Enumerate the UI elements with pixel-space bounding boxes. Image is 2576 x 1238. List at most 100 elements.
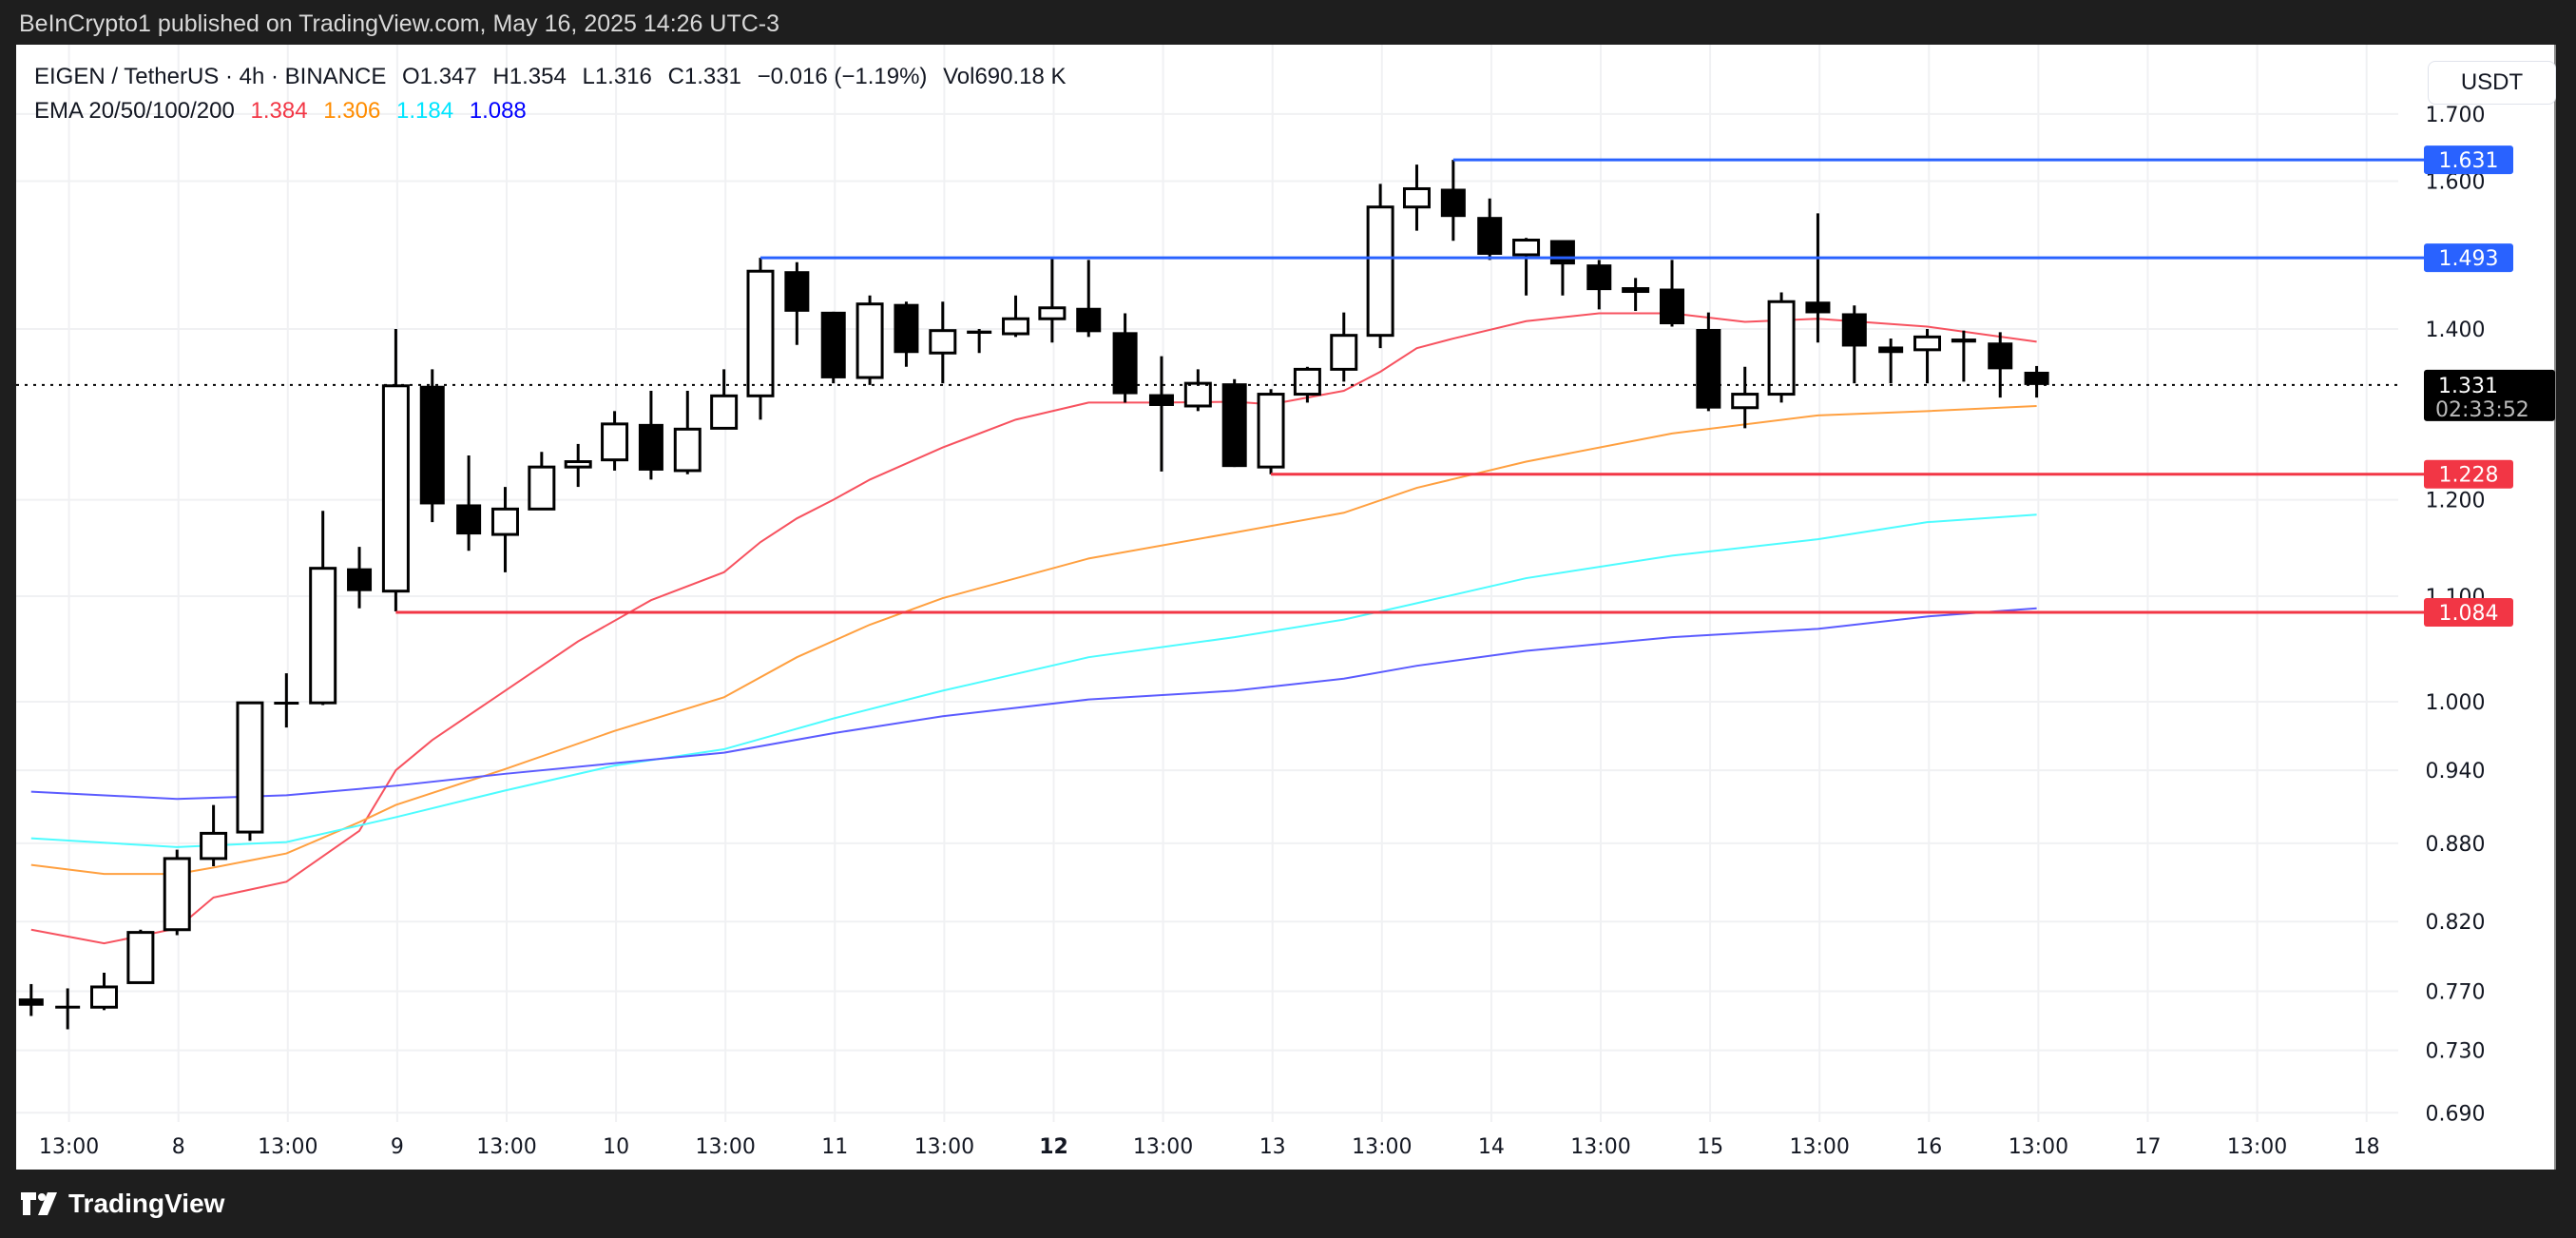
candle — [528, 452, 556, 511]
candle-body — [55, 1005, 81, 1009]
candle — [381, 329, 410, 611]
candle-body — [1512, 239, 1541, 257]
time-tick-label: 13:00 — [1133, 1135, 1193, 1159]
ohlc-open: O1.347 — [402, 64, 477, 89]
ema200-value: 1.088 — [469, 98, 527, 124]
currency-button[interactable]: USDT — [2428, 61, 2556, 105]
candle — [784, 261, 810, 345]
candle-body — [2024, 371, 2049, 385]
candle-body — [673, 427, 702, 473]
ohlc-high: H1.354 — [492, 64, 567, 89]
candle-body — [18, 998, 44, 1006]
published-info: BeInCrypto1 published on TradingView.com… — [19, 10, 779, 37]
time-tick-label: 13 — [1259, 1135, 1286, 1159]
candle — [1622, 278, 1650, 312]
candle — [746, 258, 775, 420]
candle-body — [1183, 381, 1212, 408]
ema50-value: 1.306 — [323, 98, 381, 124]
candle-body — [1913, 335, 1942, 352]
candle — [126, 929, 155, 984]
candle — [1586, 260, 1612, 310]
time-tick-label: 16 — [1915, 1135, 1942, 1159]
candle-body — [1257, 393, 1285, 469]
time-tick-label: 13:00 — [476, 1135, 536, 1159]
price-tick-label: 1.000 — [2426, 691, 2486, 715]
candle — [967, 329, 992, 354]
time-tick-label: 11 — [821, 1135, 848, 1159]
candle-body — [126, 931, 155, 984]
candle — [1549, 240, 1575, 296]
candle — [2024, 365, 2049, 398]
candle-body — [274, 702, 299, 705]
price-tick-label: 1.700 — [2426, 104, 2486, 127]
level-price-badge — [2424, 145, 2513, 175]
candle — [894, 301, 919, 367]
price-tick-label: 1.600 — [2426, 170, 2486, 194]
chart-background — [16, 45, 2556, 1170]
candle — [1660, 260, 1684, 327]
candle — [163, 849, 191, 936]
ema-line — [30, 312, 2037, 945]
candle — [1002, 295, 1030, 338]
candle — [1038, 258, 1067, 343]
ema-line — [30, 513, 2037, 848]
candle-body — [381, 384, 410, 593]
time-tick-label: 13:00 — [695, 1135, 755, 1159]
time-tick-label: 13:00 — [1570, 1135, 1630, 1159]
time-tick-label: 13:00 — [2009, 1135, 2068, 1159]
ohlc-close: C1.331 — [667, 64, 741, 89]
last-price-badge — [2424, 369, 2555, 421]
candle-body — [163, 857, 191, 932]
symbol-info[interactable]: EIGEN / TetherUS · 4h · BINANCE — [34, 64, 387, 89]
price-change: −0.016 (−1.19%) — [757, 64, 928, 89]
candle — [1913, 329, 1942, 384]
candle — [1293, 366, 1321, 403]
time-tick-label: 15 — [1697, 1135, 1723, 1159]
ema20-value: 1.384 — [250, 98, 308, 124]
candle-body — [1586, 264, 1612, 291]
candle — [347, 547, 373, 609]
candle — [1257, 389, 1285, 474]
tradingview-logo[interactable]: TradingView — [21, 1189, 224, 1219]
candle-body — [528, 465, 556, 511]
price-tick-label: 0.730 — [2426, 1040, 2486, 1064]
last-price-label: 1.331 — [2438, 375, 2498, 398]
candle — [1477, 198, 1503, 261]
candle-body — [1878, 346, 1904, 354]
candle-body — [1330, 334, 1358, 371]
symbol-legend: EIGEN / TetherUS · 4h · BINANCE O1.347 H… — [34, 64, 1076, 90]
candle-body — [347, 568, 373, 591]
logo-text: TradingView — [68, 1189, 225, 1218]
candle-body — [1038, 306, 1067, 320]
candle-body — [746, 269, 775, 397]
time-tick-label: 13:00 — [914, 1135, 974, 1159]
candle-body — [638, 423, 663, 471]
candle — [1512, 238, 1541, 296]
time-tick-label: 18 — [2354, 1135, 2380, 1159]
candle — [456, 455, 482, 551]
time-tick-label: 14 — [1478, 1135, 1505, 1159]
time-tick-label: 13:00 — [258, 1135, 317, 1159]
ema-label[interactable]: EMA 20/50/100/200 — [34, 98, 235, 124]
candle — [274, 673, 299, 728]
candle-body — [309, 567, 337, 705]
candle — [490, 487, 519, 572]
candle — [55, 988, 81, 1030]
candle-body — [1440, 188, 1466, 218]
candle-body — [200, 831, 228, 861]
time-tick-label: 9 — [391, 1135, 404, 1159]
price-tick-label: 1.200 — [2426, 490, 2486, 513]
level-price-label: 1.084 — [2439, 602, 2499, 626]
candle — [820, 311, 846, 384]
ema-legend: EMA 20/50/100/200 1.384 1.306 1.184 1.08… — [34, 98, 536, 125]
candle-body — [784, 271, 810, 312]
candle — [1112, 313, 1138, 403]
candle — [1988, 332, 2013, 398]
candle — [1951, 330, 1976, 382]
candle-body — [1767, 300, 1796, 397]
candle-body — [855, 302, 884, 379]
candle — [1878, 339, 1904, 384]
price-tick-label: 0.940 — [2426, 760, 2486, 783]
candle-body — [564, 460, 592, 469]
